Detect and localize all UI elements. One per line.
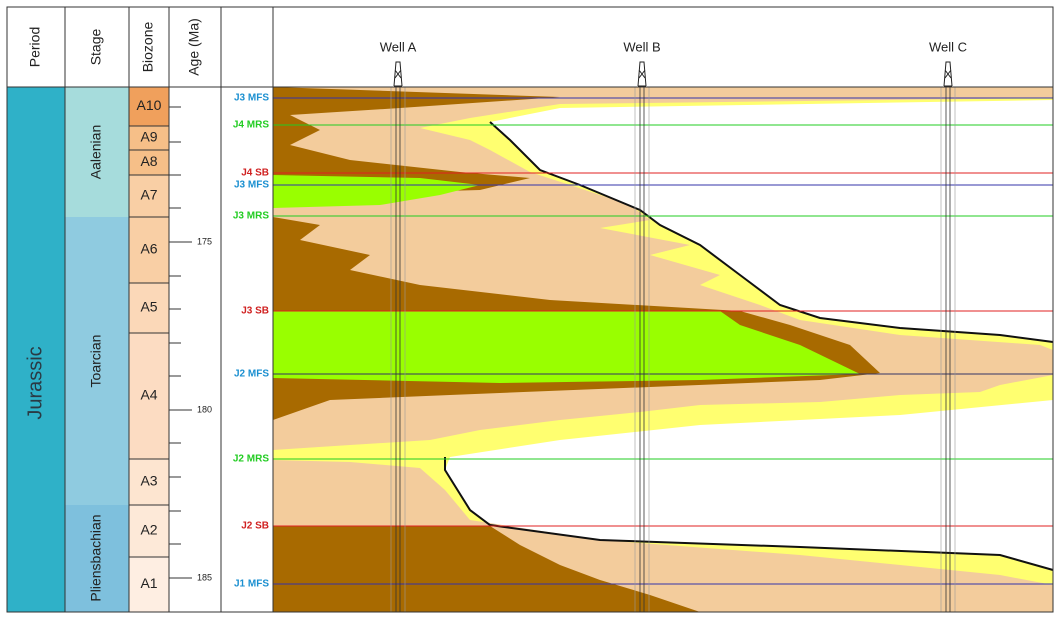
biozone-label: A3 (140, 473, 157, 489)
biozone-cell (128, 504, 170, 558)
age-label: 175 (197, 236, 212, 246)
well-label: Well B (623, 39, 660, 54)
stage-label: Aalenian (88, 125, 104, 180)
facies-green (273, 311, 860, 383)
facies (273, 87, 1054, 612)
well-derrick (393, 61, 403, 87)
surface-label: J2 SB (241, 521, 269, 532)
biozone-cell (128, 149, 170, 176)
surface-label: J3 MRS (233, 211, 269, 222)
onlap-edge (444, 457, 1054, 571)
biozone-cell (128, 174, 170, 218)
dynamic: A10 A9 A8 A7 A6 A5 A4 A3 A2 A1 175 180 185 J3 MFS J4 M… (137, 39, 1053, 612)
surface-label: J3 SB (241, 306, 269, 317)
well-derrick (637, 61, 647, 87)
surface-label: J2 MFS (234, 369, 269, 380)
period-cell (7, 87, 65, 612)
surface-label: J1 MFS (234, 579, 269, 590)
header: Age (Ma) (186, 18, 202, 76)
header: Period (27, 27, 43, 67)
age-label: 185 (197, 572, 212, 582)
stage-label: Pliensbachian (88, 514, 104, 601)
well-derrick (943, 61, 953, 87)
biozone-label: A7 (140, 187, 157, 203)
stage-label: Toarcian (88, 335, 104, 388)
period-label: Jurassic (24, 346, 46, 419)
surface-label: J4 MRS (233, 120, 269, 131)
well-label: Well C (929, 39, 967, 54)
biozone-cell (128, 332, 170, 460)
biozone-cell (128, 556, 170, 613)
header: Biozone (140, 21, 156, 72)
biozone-label: A2 (140, 522, 157, 538)
biozone-cell (128, 86, 170, 127)
biozone-label: A9 (140, 129, 157, 145)
biozone-cell (128, 282, 170, 334)
header: Stage (88, 28, 104, 65)
surface-label: J4 SB (241, 168, 269, 179)
biozone-label: A5 (140, 299, 157, 315)
stage-cell (65, 217, 129, 505)
biozone-label: A4 (140, 387, 157, 403)
biozone-cells (128, 86, 170, 613)
surface-label: J3 MFS (234, 93, 269, 104)
well-label: Well A (380, 39, 417, 54)
stage-cell (65, 505, 129, 612)
age-label: 180 (197, 404, 212, 414)
frame (6, 6, 1054, 613)
biozone-label: A1 (140, 575, 157, 591)
biozone-cell (128, 125, 170, 151)
facies-brown (273, 526, 700, 612)
biozone-label: A8 (140, 153, 157, 169)
biozone-label: A10 (137, 97, 162, 113)
facies-brown (273, 87, 560, 200)
surface-label: J3 MFS (234, 180, 269, 191)
stage-cell (65, 87, 129, 217)
biozone-label: A6 (140, 241, 157, 257)
surface-label: J2 MRS (233, 454, 269, 465)
facies-green (273, 175, 480, 208)
onlap-edge (489, 121, 1054, 343)
